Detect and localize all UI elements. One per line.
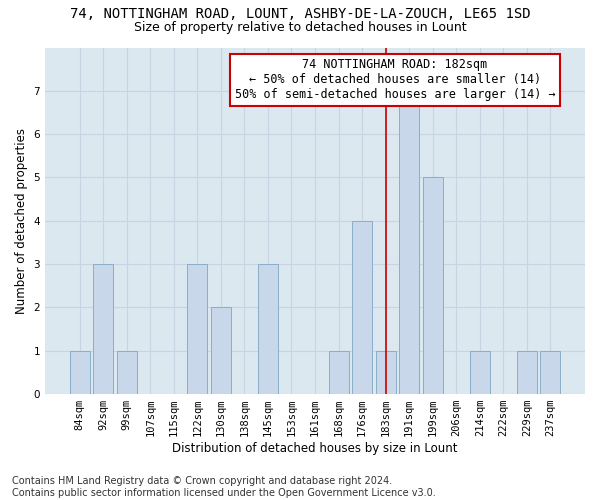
Text: Contains HM Land Registry data © Crown copyright and database right 2024.
Contai: Contains HM Land Registry data © Crown c…	[12, 476, 436, 498]
Bar	[70, 351, 89, 394]
Bar	[541, 351, 560, 394]
Bar	[376, 351, 395, 394]
X-axis label: Distribution of detached houses by size in Lount: Distribution of detached houses by size …	[172, 442, 458, 455]
Bar	[116, 351, 137, 394]
Text: 74, NOTTINGHAM ROAD, LOUNT, ASHBY-DE-LA-ZOUCH, LE65 1SD: 74, NOTTINGHAM ROAD, LOUNT, ASHBY-DE-LA-…	[70, 8, 530, 22]
Bar	[329, 351, 349, 394]
Bar	[211, 308, 231, 394]
Bar	[517, 351, 537, 394]
Bar	[470, 351, 490, 394]
Bar	[423, 178, 443, 394]
Bar	[399, 91, 419, 394]
Text: Size of property relative to detached houses in Lount: Size of property relative to detached ho…	[134, 21, 466, 34]
Bar	[187, 264, 208, 394]
Bar	[352, 221, 372, 394]
Bar	[93, 264, 113, 394]
Text: 74 NOTTINGHAM ROAD: 182sqm
← 50% of detached houses are smaller (14)
50% of semi: 74 NOTTINGHAM ROAD: 182sqm ← 50% of deta…	[235, 58, 556, 102]
Y-axis label: Number of detached properties: Number of detached properties	[15, 128, 28, 314]
Bar	[258, 264, 278, 394]
